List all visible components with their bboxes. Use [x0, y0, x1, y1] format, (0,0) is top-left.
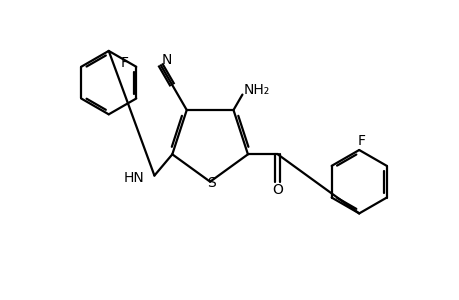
Text: HN: HN: [123, 171, 144, 184]
Text: S: S: [206, 176, 215, 190]
Text: F: F: [120, 56, 128, 70]
Text: O: O: [272, 183, 283, 197]
Text: NH₂: NH₂: [243, 82, 269, 97]
Text: N: N: [161, 53, 172, 68]
Text: F: F: [357, 134, 364, 148]
